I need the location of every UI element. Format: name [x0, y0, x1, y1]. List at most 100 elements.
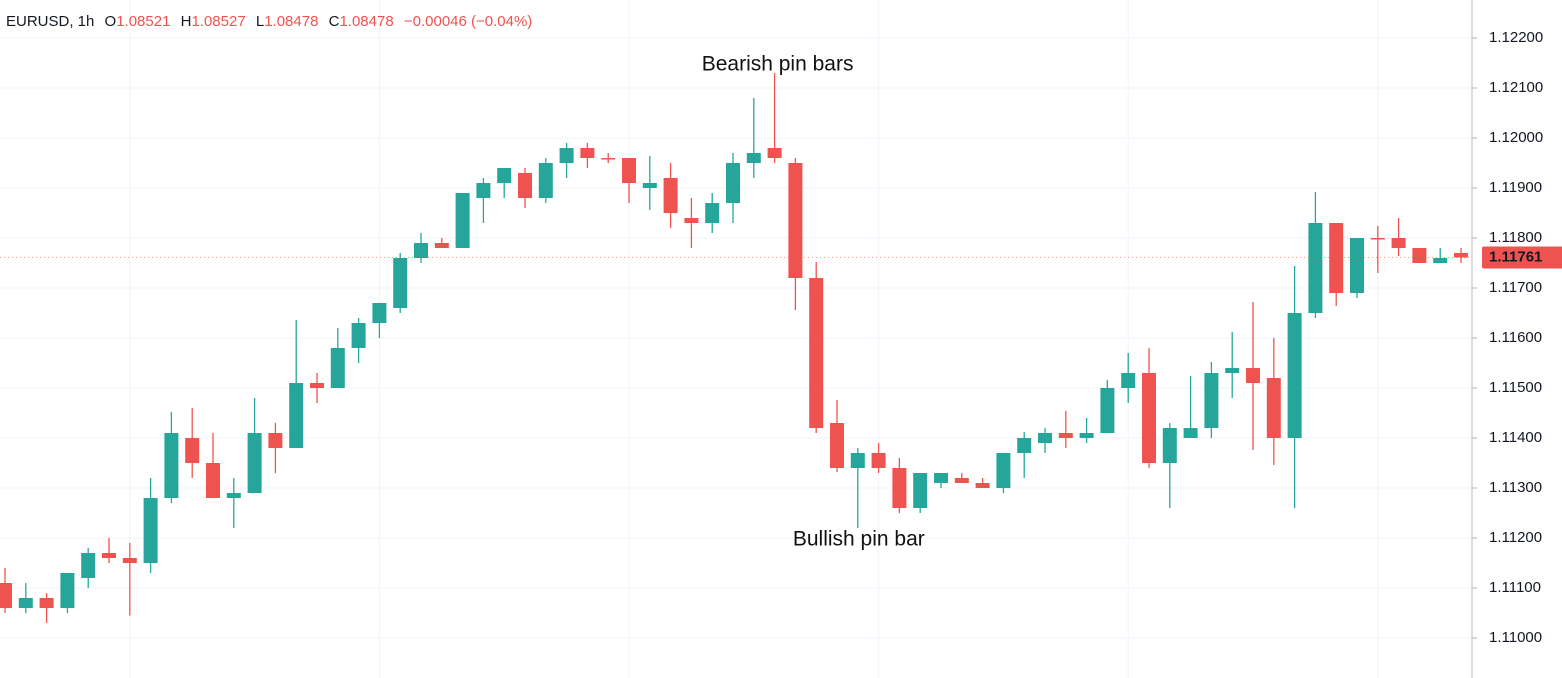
candle-body	[476, 183, 491, 198]
candle-body	[601, 158, 616, 160]
low-value: 1.08478	[264, 13, 318, 30]
candle-body	[1058, 433, 1073, 438]
y-tick-label: 1.11900	[1489, 179, 1542, 196]
candle-body	[809, 278, 824, 428]
y-tick-label: 1.11200	[1489, 529, 1542, 546]
candle-body	[434, 243, 449, 248]
candle-body	[1454, 253, 1468, 258]
candle-body	[102, 553, 116, 558]
candle-body	[1079, 433, 1094, 438]
candle-body	[310, 383, 324, 388]
candle-body	[559, 148, 574, 163]
y-tick-label: 1.11000	[1489, 629, 1542, 646]
chart-header: EURUSD, 1h O1.08521 H1.08527 L1.08478 C1…	[6, 13, 532, 30]
last-price-box	[1482, 246, 1562, 269]
candle-body	[871, 453, 886, 468]
candle-body	[830, 423, 844, 468]
candle-body	[1121, 373, 1136, 388]
grid	[0, 0, 1472, 678]
candle-body	[81, 553, 96, 578]
candle-body	[1038, 433, 1052, 443]
last-price-label: 1.11761	[1489, 248, 1542, 265]
y-tick-label: 1.11400	[1489, 429, 1542, 446]
price-axis: 1.11000 1.11100 1.11200 1.11300 1.11400 1.115…	[0, 29, 1562, 646]
y-tick-label: 1.11800	[1489, 229, 1542, 246]
y-tick-label: 1.12200	[1489, 29, 1543, 46]
y-tick-label: 1.12100	[1489, 79, 1543, 96]
annotation: Bullish pin bar	[793, 528, 925, 551]
candle-body	[247, 433, 262, 493]
y-tick-label: 1.11500	[1489, 379, 1542, 396]
candle-body	[975, 483, 990, 488]
candle-body	[164, 433, 179, 498]
candles	[0, 73, 1468, 623]
candle-body	[767, 148, 782, 158]
low-label: L	[256, 13, 264, 30]
candle-body	[206, 463, 220, 498]
candle-body	[455, 193, 470, 248]
high-label: H	[181, 13, 192, 30]
candle-body	[954, 478, 969, 483]
annotation: Bearish pin bars	[702, 53, 854, 76]
candle-body	[580, 148, 595, 158]
candle-body	[39, 598, 54, 608]
candle-body	[1162, 428, 1177, 463]
y-tick-label: 1.11700	[1489, 279, 1542, 296]
candle-body	[1433, 258, 1448, 263]
candle-body	[705, 203, 720, 223]
y-tick-label: 1.11100	[1489, 579, 1541, 596]
candle-body	[788, 163, 803, 278]
candle-body	[185, 438, 200, 463]
candle-body	[1225, 368, 1240, 373]
candle-body	[1266, 378, 1281, 438]
close-label: C	[329, 13, 340, 30]
candle-body	[746, 153, 761, 163]
candle-body	[330, 348, 345, 388]
symbol: EURUSD, 1h	[6, 13, 94, 30]
candle-body	[393, 258, 408, 308]
candle-body	[892, 468, 907, 508]
candle-body	[268, 433, 283, 448]
candle-body	[1391, 238, 1406, 248]
y-tick-label: 1.11600	[1489, 329, 1542, 346]
candle-body	[497, 168, 512, 183]
candle-body	[1370, 238, 1385, 240]
high-value: 1.08527	[191, 13, 245, 30]
candle-body	[60, 573, 75, 608]
candle-body	[1017, 438, 1032, 453]
close-value: 1.08478	[339, 13, 393, 30]
candle-body	[934, 473, 948, 483]
candle-body	[518, 173, 532, 198]
candle-body	[1142, 373, 1156, 463]
candle-body	[538, 163, 553, 198]
candle-body	[1412, 248, 1427, 263]
candle-body	[1183, 428, 1198, 438]
candle-body	[996, 453, 1011, 488]
candle-body	[1100, 388, 1115, 433]
candle-body	[1246, 368, 1260, 383]
candle-body	[1308, 223, 1323, 313]
candle-body	[642, 183, 657, 188]
candle-body	[622, 158, 636, 183]
candle-body	[0, 583, 12, 608]
candle-body	[850, 453, 865, 468]
candle-body	[1204, 373, 1219, 428]
y-tick-label: 1.12000	[1489, 129, 1543, 146]
candle-body	[684, 218, 699, 223]
candle-body	[289, 383, 304, 448]
candle-body	[143, 498, 158, 563]
candle-body	[1350, 238, 1364, 293]
candle-body	[726, 163, 740, 203]
candle-body	[372, 303, 387, 323]
candle-body	[1287, 313, 1302, 438]
change: −0.00046 (−0.04%)	[404, 13, 532, 30]
candle-body	[913, 473, 928, 508]
candle-body	[18, 598, 33, 608]
y-tick-label: 1.11300	[1489, 479, 1542, 496]
candle-body	[351, 323, 366, 348]
candle-body	[122, 558, 137, 563]
candle-body	[226, 493, 241, 498]
open-label: O	[105, 13, 117, 30]
